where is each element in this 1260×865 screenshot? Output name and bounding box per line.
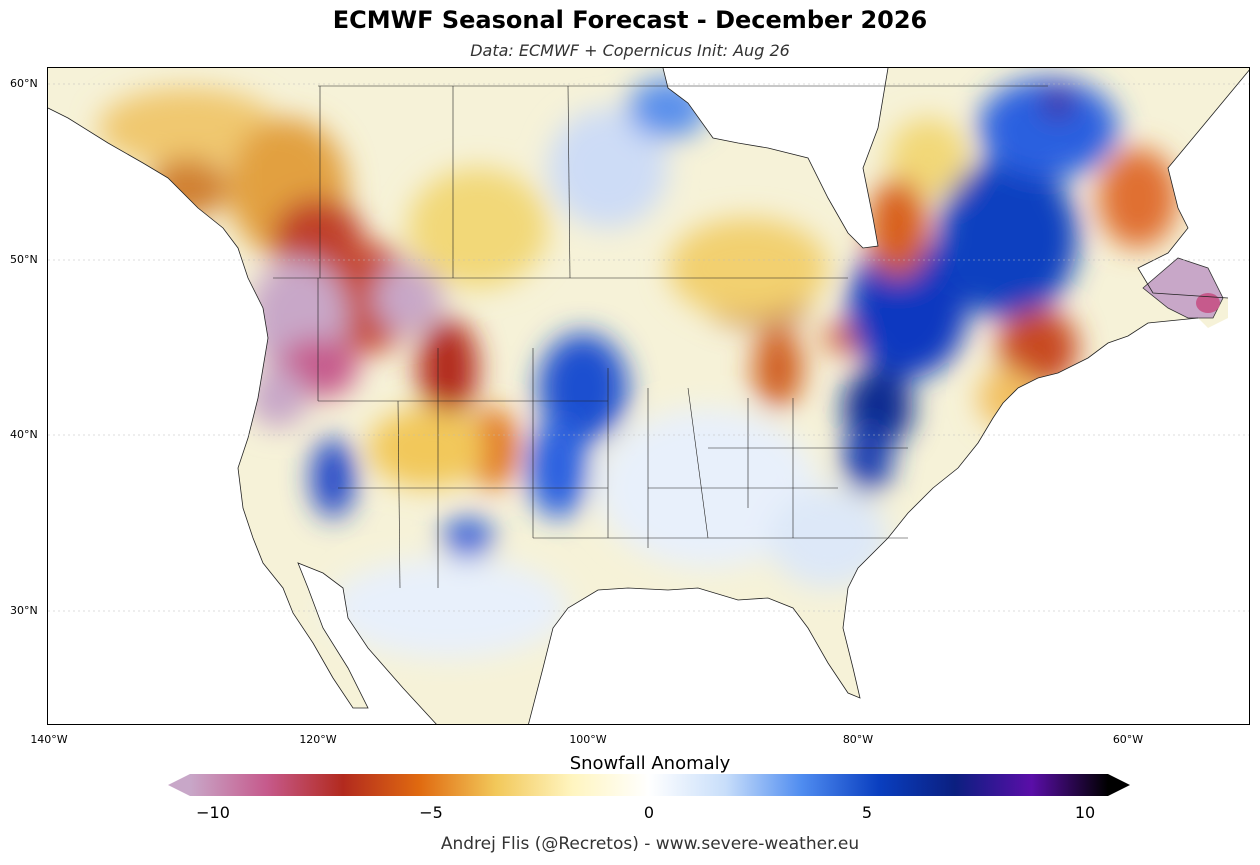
chart-title: ECMWF Seasonal Forecast - December 2026 <box>332 6 928 34</box>
anomaly-field <box>98 78 1178 658</box>
lat-label-50: 50°N <box>10 253 38 266</box>
colorbar-min-arrow <box>168 774 190 796</box>
lon-label-60w: 60°W <box>1112 733 1144 746</box>
lat-label-30: 30°N <box>10 604 38 617</box>
lat-label-40: 40°N <box>10 428 38 441</box>
colorbar-gradient <box>190 774 1108 796</box>
colorbar-max-arrow <box>1108 774 1130 796</box>
colorbar-tick-0: 0 <box>643 803 655 822</box>
colorbar-tick-minus10: −10 <box>196 803 230 822</box>
state-borders <box>273 85 1048 589</box>
colorbar-tick-5: 5 <box>861 803 873 822</box>
chart-subtitle: Data: ECMWF + Copernicus Init: Aug 26 <box>470 41 790 60</box>
colorbar-tick-10: 10 <box>1074 803 1096 822</box>
forecast-map <box>47 67 1250 725</box>
coastline <box>48 68 1249 724</box>
colorbar-tick-minus5: −5 <box>419 803 443 822</box>
lon-label-100w: 100°W <box>569 733 607 746</box>
lon-label-140w: 140°W <box>30 733 68 746</box>
credit-line: Andrej Flis (@Recretos) - www.severe-wea… <box>440 834 860 854</box>
lon-label-80w: 80°W <box>842 733 874 746</box>
map-gridlines <box>48 83 1249 612</box>
colorbar <box>168 774 1132 800</box>
lon-label-120w: 120°W <box>299 733 337 746</box>
colorbar-label: Snowfall Anomaly <box>569 753 731 774</box>
lat-label-60: 60°N <box>10 77 38 90</box>
